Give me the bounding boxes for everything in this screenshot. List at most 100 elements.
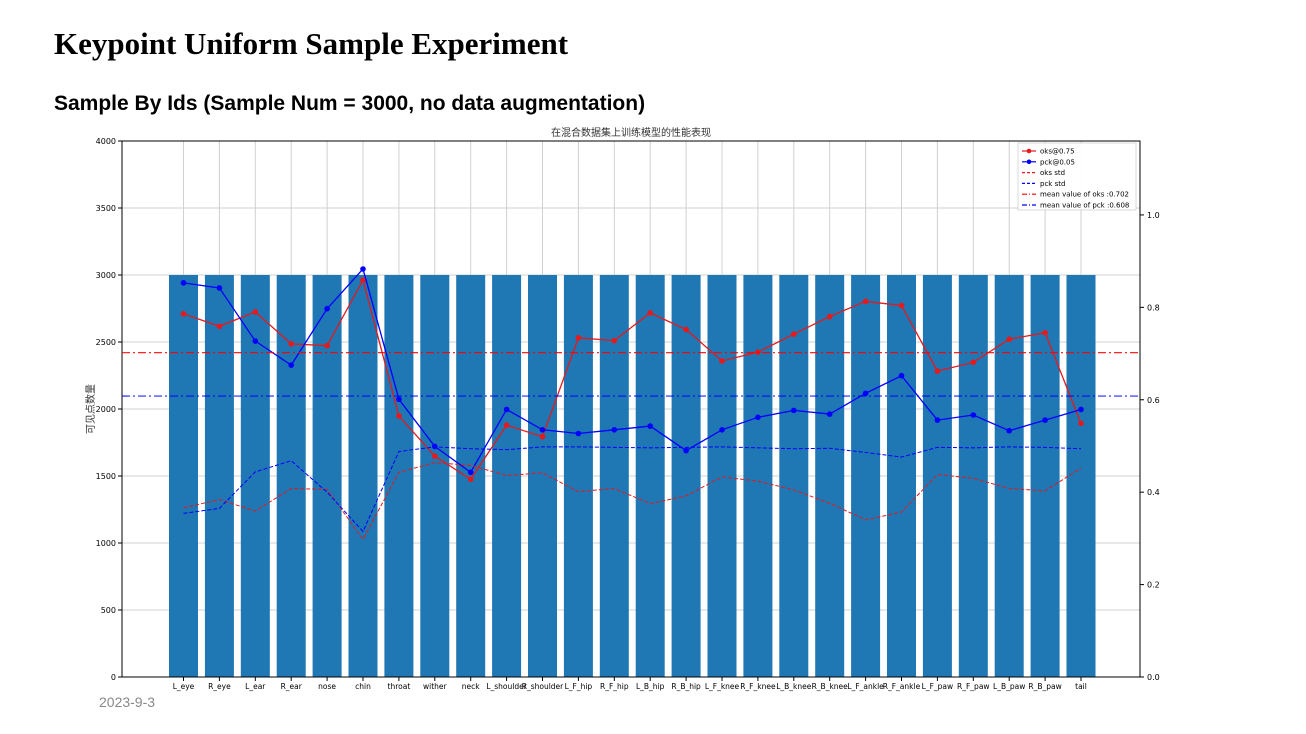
series-1-point-L_ear [252,338,259,344]
x-tick-label-L_ear: L_ear [245,682,266,691]
x-tick-label-L_eye: L_eye [173,682,195,691]
series-1-point-R_F_ankle [898,372,905,379]
x-tick-label-L_shoulder: L_shoulder [486,682,527,691]
series-1-point-R_B_knee [826,411,833,417]
series-0-point-chin [360,277,366,283]
series-1-point-L_B_paw [1006,427,1012,434]
bar-L_B_hip [635,275,665,677]
series-1-point-L_F_knee [719,426,725,433]
series-0-point-R_B_knee [826,313,833,320]
y-tick-label: 4000 [96,137,116,146]
legend-label-5: mean value of pck :0.608 [1040,202,1129,210]
x-tick-label-L_B_paw: L_B_paw [993,682,1025,691]
series-1-point-L_F_hip [575,430,582,437]
series-0-point-L_F_paw [934,368,941,374]
x-tick-label-L_B_knee: L_B_knee [776,682,812,691]
x-tick-label-L_F_hip: L_F_hip [565,682,593,691]
bar-neck [456,275,486,677]
legend-box [1017,142,1137,211]
legend-label-4: mean value of oks :0.702 [1040,191,1129,199]
y2-tick-label: 0.8 [1147,303,1160,312]
bar-throat [384,275,414,677]
bar-L_ear [240,275,270,677]
y-tick-label: 2500 [96,338,116,347]
x-tick-label-wither: wither [423,682,448,691]
series-1-point-R_B_hip [683,447,689,454]
series-1-point-L_F_paw [934,417,941,423]
legend-label-1: pck@0.05 [1040,158,1075,166]
x-tick-label-R_F_ankle: R_F_ankle [883,682,921,691]
series-1-point-R_B_paw [1042,417,1048,423]
series-1-point-tail [1078,406,1084,413]
series-line-2 [183,462,1082,541]
x-tick-label-L_B_hip: L_B_hip [636,682,665,691]
series-0-point-tail [1078,420,1084,427]
bar-L_F_knee [707,275,737,677]
y-tick-label: 3500 [96,204,116,213]
series-1-point-R_F_knee [755,414,761,421]
bar-L_eye [169,275,198,677]
y-tick-label: 0 [111,673,116,682]
x-tick-label-R_shoulder: R_shoulder [522,682,564,691]
legend-label-2: oks std [1040,169,1065,177]
y-tick-label: 2000 [96,405,116,414]
series-0-point-R_shoulder [539,433,546,440]
series-0-point-L_F_knee [719,358,725,364]
legend-label-0: oks@0.75 [1040,148,1075,156]
series-0-point-L_F_ankle [862,298,869,305]
series-0-point-neck [467,476,474,483]
series-1-point-R_eye [216,285,223,291]
x-tick-label-R_F_hip: R_F_hip [600,682,629,691]
x-tick-label-throat: throat [388,682,411,691]
x-tick-label-R_F_knee: R_F_knee [740,682,776,691]
bar-L_B_knee [779,275,809,677]
bar-tail [1066,275,1096,677]
bar-nose [312,275,342,677]
series-1-point-R_shoulder [539,426,546,433]
series-0-point-R_eye [216,323,223,330]
series-0-point-R_ear [288,341,295,347]
bar-wither [420,275,450,677]
bar-R_B_hip [671,275,701,677]
slide-subtitle: Sample By Ids (Sample Num = 3000, no dat… [54,92,646,115]
x-tick-label-R_ear: R_ear [281,682,303,691]
bar-R_shoulder [528,275,557,677]
series-0-point-R_F_paw [970,359,977,366]
series-0-point-L_B_knee [791,331,797,337]
series-0-point-R_B_paw [1042,329,1048,336]
series-0-point-wither [432,453,438,459]
series-line-3 [183,446,1082,533]
bar-R_F_knee [743,275,773,677]
bar-L_B_paw [994,275,1024,677]
y-axis-label: 可见点数量 [84,384,97,434]
x-tick-label-R_eye: R_eye [208,682,231,691]
legend-marker-0 [1026,148,1032,154]
series-0-point-nose [324,342,330,349]
x-tick-label-chin: chin [355,682,371,691]
y2-tick-label: 0.4 [1147,488,1160,497]
y2-tick-label: 0.6 [1147,396,1160,405]
bar-R_F_ankle [887,275,916,677]
x-tick-label-R_B_paw: R_B_paw [1028,682,1061,691]
series-1-point-L_B_knee [791,407,797,414]
bar-R_F_paw [958,275,988,677]
series-1-point-R_F_paw [970,412,977,418]
series-0-point-R_B_hip [683,326,689,333]
series-0-point-R_F_hip [611,337,618,344]
bar-R_B_paw [1030,275,1060,677]
series-0-point-L_B_hip [647,310,653,316]
bar-L_shoulder [492,275,522,677]
y2-tick-label: 0.0 [1147,673,1160,682]
series-1-point-neck [467,469,474,476]
series-0-point-L_F_hip [575,335,582,341]
y2-tick-label: 1.0 [1147,211,1160,220]
series-1-point-R_ear [288,362,295,368]
legend-label-3: pck std [1040,180,1065,188]
bar-L_F_ankle [851,275,881,677]
bar-chin [348,275,378,677]
series-0-point-throat [396,413,402,419]
series-0-point-L_eye [180,311,187,317]
slide-title: Keypoint Uniform Sample Experiment [54,26,569,61]
x-tick-label-R_B_knee: R_B_knee [812,682,849,691]
